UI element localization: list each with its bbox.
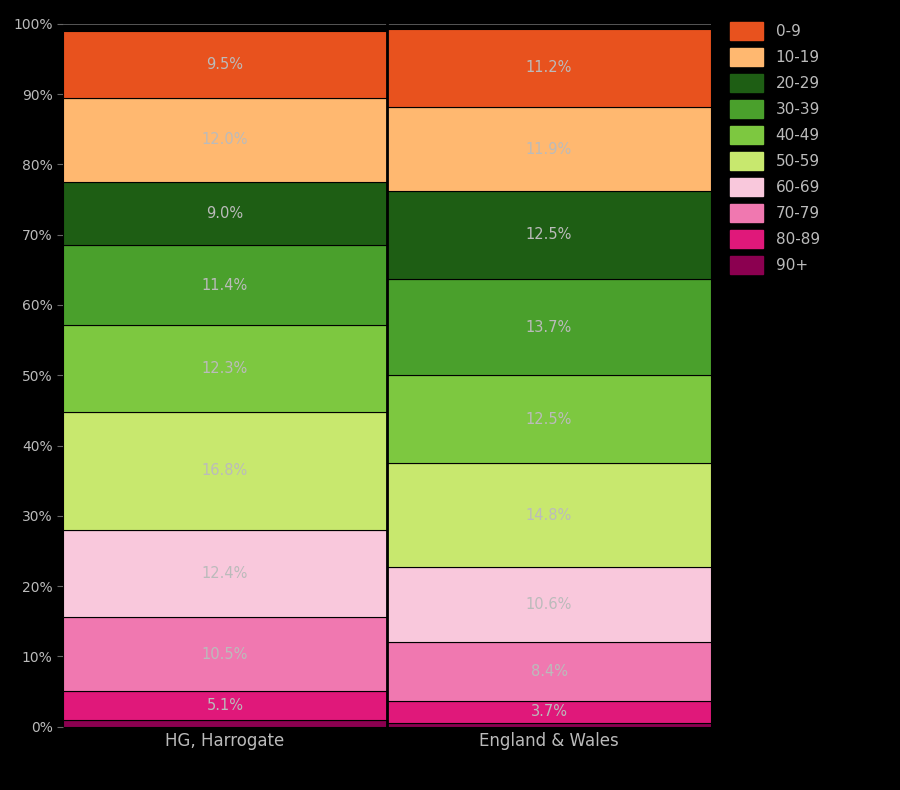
Text: 11.2%: 11.2%: [526, 61, 572, 76]
Bar: [63, 412, 387, 530]
Bar: [387, 723, 711, 727]
Text: 10.5%: 10.5%: [202, 646, 248, 661]
Text: 11.4%: 11.4%: [202, 278, 248, 293]
Text: 12.4%: 12.4%: [202, 566, 248, 581]
Bar: [63, 530, 387, 617]
Legend: 0-9, 10-19, 20-29, 30-39, 40-49, 50-59, 60-69, 70-79, 80-89, 90+: 0-9, 10-19, 20-29, 30-39, 40-49, 50-59, …: [725, 17, 824, 279]
Text: 12.5%: 12.5%: [526, 412, 572, 427]
Bar: [387, 701, 711, 723]
Text: 12.3%: 12.3%: [202, 361, 248, 376]
Text: 9.5%: 9.5%: [206, 57, 244, 72]
Bar: [387, 28, 711, 107]
Text: 11.9%: 11.9%: [526, 141, 572, 156]
Bar: [63, 691, 387, 720]
Text: 9.0%: 9.0%: [206, 206, 244, 221]
Bar: [63, 617, 387, 691]
Text: 3.7%: 3.7%: [530, 704, 568, 719]
Text: 5.1%: 5.1%: [206, 698, 244, 713]
Text: 12.5%: 12.5%: [526, 228, 572, 243]
Text: 16.8%: 16.8%: [202, 464, 248, 479]
Bar: [63, 720, 387, 727]
Bar: [387, 463, 711, 567]
Bar: [63, 325, 387, 412]
Text: 13.7%: 13.7%: [526, 320, 572, 335]
Bar: [387, 191, 711, 279]
Text: 14.8%: 14.8%: [526, 508, 572, 523]
Bar: [63, 31, 387, 97]
Bar: [387, 567, 711, 641]
Bar: [387, 107, 711, 191]
Text: 12.0%: 12.0%: [202, 132, 248, 147]
Bar: [387, 279, 711, 375]
Bar: [63, 245, 387, 325]
Bar: [387, 641, 711, 701]
Bar: [387, 375, 711, 463]
Text: 10.6%: 10.6%: [526, 597, 572, 612]
Bar: [63, 97, 387, 182]
Text: 8.4%: 8.4%: [530, 664, 568, 679]
Bar: [63, 182, 387, 245]
